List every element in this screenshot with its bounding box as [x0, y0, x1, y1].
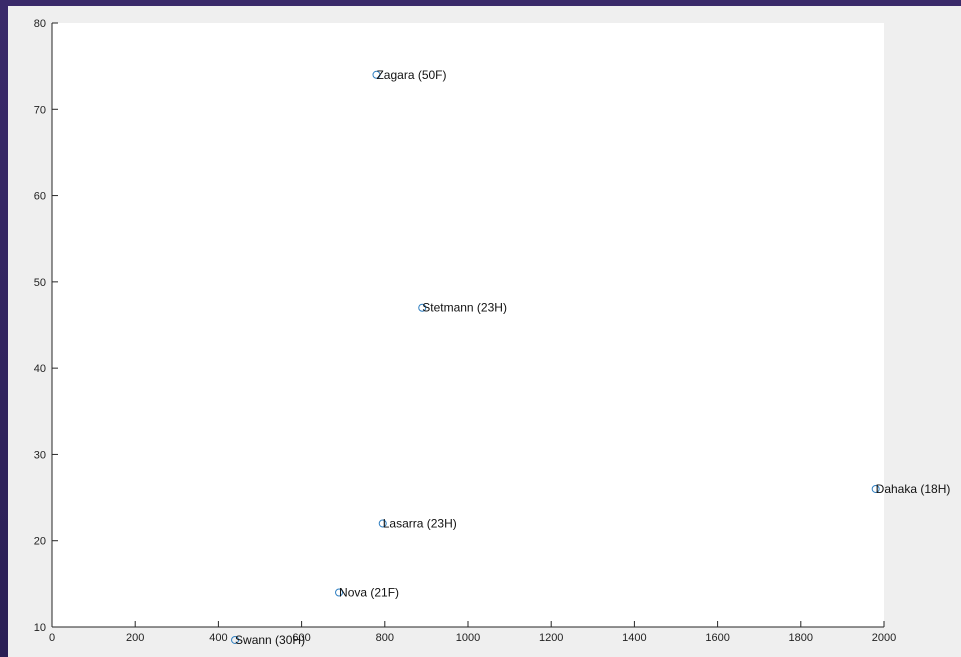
x-tick-label: 1200 — [539, 632, 563, 644]
scatter-plot: 0 200 400 600 800 1000 1200 1400 1600 1800 2000 10… — [34, 18, 951, 647]
x-tick-label: 1400 — [622, 632, 646, 644]
data-point-label: Dahaka (18H) — [876, 482, 951, 496]
data-point-label: Zagara (50F) — [376, 68, 446, 82]
y-tick-label: 50 — [34, 277, 46, 289]
axes-background — [52, 23, 884, 627]
data-point — [335, 588, 344, 597]
data-point — [871, 484, 880, 493]
data-point-label: Lasarra (23H) — [383, 516, 457, 530]
y-tick-label: 70 — [34, 104, 46, 116]
data-point-label: Stetmann (23H) — [422, 301, 507, 315]
y-tick-label: 80 — [34, 18, 46, 30]
data-points: Zagara (50F) Stetmann (23H) Dahaka (18H) La… — [231, 68, 951, 647]
data-point — [231, 635, 240, 644]
data-point — [418, 303, 427, 312]
x-tick-label: 2000 — [872, 632, 896, 644]
y-tick-label: 60 — [34, 191, 46, 203]
x-tick-label: 600 — [292, 632, 310, 644]
data-point — [372, 70, 381, 79]
x-tick-label: 800 — [376, 632, 394, 644]
x-tick-label: 1000 — [456, 632, 480, 644]
data-point — [378, 519, 387, 528]
x-tick-label: 1800 — [789, 632, 813, 644]
data-point-label: Swann (30H) — [235, 633, 305, 647]
x-axis-ticks: 0 200 400 600 800 1000 1200 1400 1600 1800 2000 — [49, 621, 896, 644]
y-tick-label: 20 — [34, 536, 46, 548]
y-axis-ticks: 10 20 30 40 50 60 70 80 — [34, 18, 58, 634]
figure-window: 0 200 400 600 800 1000 1200 1400 1600 1800 2000 10… — [8, 6, 961, 657]
x-tick-label: 1600 — [705, 632, 729, 644]
x-tick-label: 200 — [126, 632, 144, 644]
y-tick-label: 10 — [34, 622, 46, 634]
x-tick-label: 400 — [209, 632, 227, 644]
y-tick-label: 40 — [34, 363, 46, 375]
y-tick-label: 30 — [34, 449, 46, 461]
data-point-label: Nova (21F) — [339, 585, 399, 599]
x-tick-label: 0 — [49, 632, 55, 644]
